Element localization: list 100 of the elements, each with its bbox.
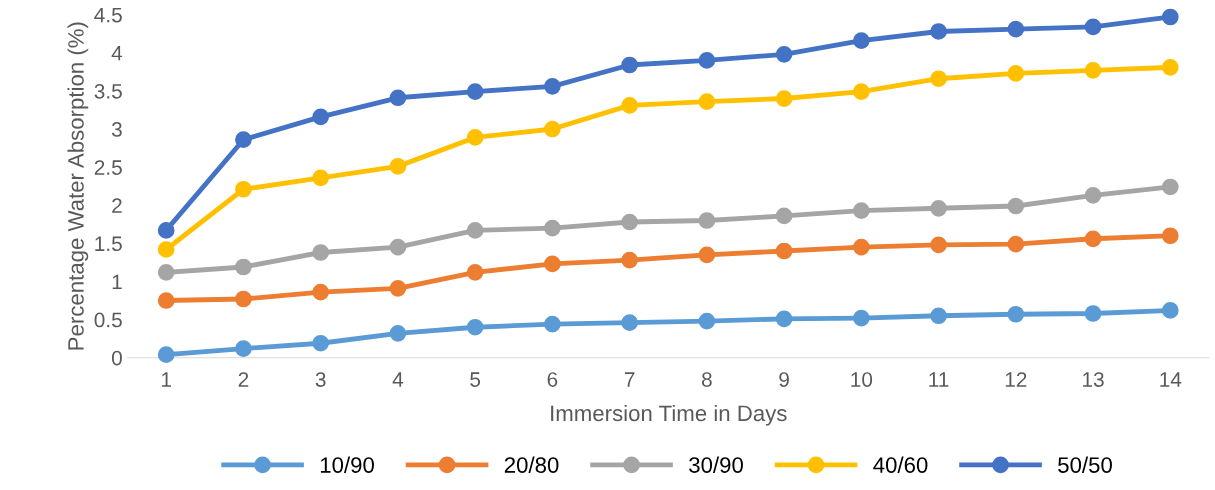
point xyxy=(853,238,870,256)
point xyxy=(235,340,252,357)
point xyxy=(157,241,175,258)
x-tick-label: 5 xyxy=(470,372,481,387)
point xyxy=(544,219,561,237)
point xyxy=(389,324,407,342)
point xyxy=(698,246,716,264)
point xyxy=(621,213,638,231)
point xyxy=(235,258,252,276)
point xyxy=(698,212,716,229)
x-axis-title: Immersion Time in Days xyxy=(551,404,787,426)
point xyxy=(775,46,793,63)
point xyxy=(1084,230,1102,248)
y-tick-label: 2.5 xyxy=(94,160,122,175)
point xyxy=(1007,305,1025,323)
point xyxy=(389,238,407,256)
legend-label: 30/90 xyxy=(689,456,743,473)
point xyxy=(698,312,716,330)
x-tick-label: 8 xyxy=(701,372,712,387)
point xyxy=(930,70,947,88)
point xyxy=(1161,8,1179,26)
x-tick-label: 10 xyxy=(851,372,873,387)
point xyxy=(621,314,638,331)
x-tick-label: 13 xyxy=(1083,372,1104,387)
point xyxy=(389,280,407,297)
legend-label: 10/90 xyxy=(320,456,374,473)
point xyxy=(698,52,716,69)
point xyxy=(157,292,175,309)
point xyxy=(312,108,330,126)
point xyxy=(775,207,793,225)
x-tick-label: 1 xyxy=(161,372,171,387)
y-tick-label: 1.5 xyxy=(95,236,122,252)
x-tick-label: 4 xyxy=(392,372,404,387)
x-tick-label: 2 xyxy=(238,372,249,387)
point xyxy=(1161,58,1179,76)
point xyxy=(466,222,484,239)
point xyxy=(775,90,793,107)
point xyxy=(775,310,793,328)
x-tick-label: 12 xyxy=(1005,372,1027,387)
x-tick-label: 9 xyxy=(779,372,789,387)
y-tick-label: 3.5 xyxy=(94,83,122,99)
point xyxy=(544,255,561,273)
point xyxy=(157,263,175,281)
x-tick-label: 6 xyxy=(547,372,558,387)
point xyxy=(157,222,175,239)
y-tick-label: 0.5 xyxy=(94,312,122,328)
point xyxy=(930,199,947,217)
point xyxy=(235,131,252,149)
x-tick-label: 11 xyxy=(929,372,949,387)
point xyxy=(930,236,947,254)
point xyxy=(466,129,484,146)
point xyxy=(466,83,484,101)
point xyxy=(466,318,484,336)
point xyxy=(235,290,252,308)
point xyxy=(1007,235,1025,253)
point xyxy=(1084,62,1102,79)
y-tick-label: 1 xyxy=(112,274,122,290)
point xyxy=(1007,20,1025,38)
point xyxy=(853,32,870,49)
y-tick-label: 4 xyxy=(111,46,123,61)
legend-label: 50/50 xyxy=(1058,456,1112,473)
y-tick-label: 2 xyxy=(112,198,122,213)
point xyxy=(312,334,330,352)
point xyxy=(544,120,561,138)
point xyxy=(621,251,638,269)
point xyxy=(853,202,870,219)
legend-label: 20/80 xyxy=(504,456,559,473)
point xyxy=(1161,178,1179,196)
point xyxy=(775,242,793,260)
x-tick-label: 3 xyxy=(315,372,326,387)
point xyxy=(1084,305,1102,322)
point xyxy=(157,346,175,363)
point xyxy=(312,244,330,261)
x-tick-label: 14 xyxy=(1160,372,1182,387)
point xyxy=(466,263,484,281)
point xyxy=(621,56,638,74)
point xyxy=(544,78,561,95)
point xyxy=(312,169,330,187)
point xyxy=(1084,187,1102,204)
x-tick-label: 7 xyxy=(624,372,635,387)
point xyxy=(544,315,561,333)
point xyxy=(1161,227,1179,245)
point xyxy=(1084,18,1102,36)
point xyxy=(235,180,252,198)
point xyxy=(1007,65,1025,82)
legend-label: 40/60 xyxy=(873,456,928,473)
point xyxy=(389,158,407,175)
point xyxy=(698,93,716,110)
point xyxy=(1007,197,1025,215)
point xyxy=(621,97,638,114)
y-tick-label: 4.5 xyxy=(94,7,122,23)
point xyxy=(853,83,870,101)
point xyxy=(1161,302,1179,319)
point xyxy=(930,307,947,325)
point xyxy=(312,283,330,301)
y-axis-title: Percentage Water Absorption (%) xyxy=(67,22,89,350)
y-tick-label: 3 xyxy=(111,122,122,137)
point xyxy=(389,89,407,107)
point xyxy=(853,309,870,327)
y-tick-label: 0 xyxy=(111,350,122,366)
